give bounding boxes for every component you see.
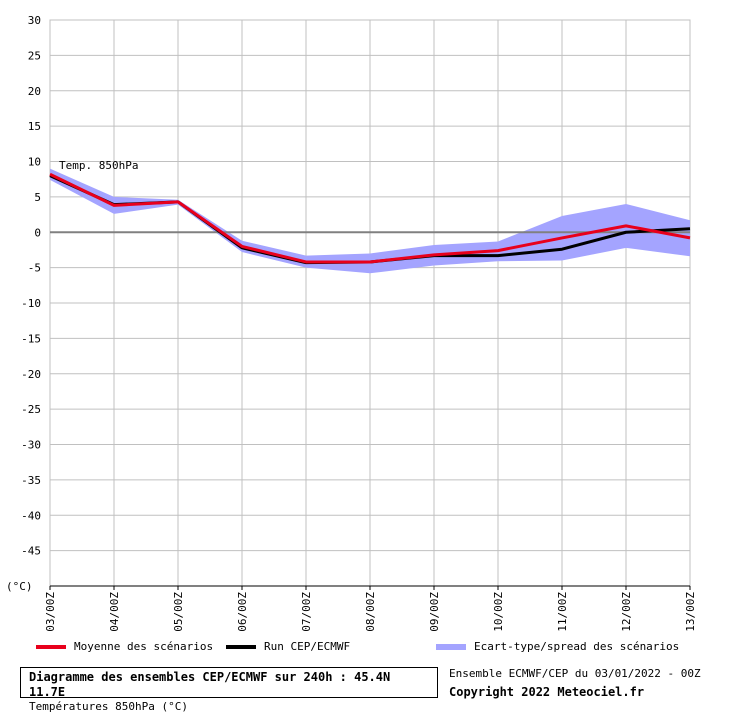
chart-title: Diagramme des ensembles CEP/ECMWF sur 24… [29, 670, 391, 699]
x-tick-label: 05/00Z [172, 592, 185, 632]
legend-swatch-mean [36, 644, 66, 649]
chart-subtitle: Températures 850hPa (°C) [29, 700, 188, 713]
ensemble-info: Ensemble ECMWF/CEP du 03/01/2022 - 00Z [449, 667, 701, 680]
y-tick-label: -5 [28, 262, 41, 275]
y-tick-label: 10 [28, 156, 41, 169]
spread-band [50, 168, 690, 274]
y-tick-label: 25 [28, 49, 41, 62]
x-tick-label: 10/00Z [492, 592, 505, 632]
y-tick-label: 0 [34, 226, 41, 239]
y-tick-label: -25 [21, 403, 41, 416]
x-tick-label: 03/00Z [44, 592, 57, 632]
x-tick-labels: 03/00Z 04/00Z 05/00Z 06/00Z 07/00Z 08/00Z 09/0… [44, 592, 697, 632]
copyright: Copyright 2022 Meteociel.fr [449, 685, 645, 699]
legend-label-spread: Ecart-type/spread des scénarios [474, 640, 680, 653]
y-tick-label: 20 [28, 85, 41, 98]
legend-swatch-run [226, 644, 256, 649]
x-tick-label: 12/00Z [620, 592, 633, 632]
y-tick-labels: 30 25 20 15 10 5 0 -5 -10 -15 -20 -25 -30 -35 -40 -45 [21, 14, 41, 558]
x-tick-label: 04/00Z [108, 592, 121, 632]
mean-series-line [49, 172, 691, 264]
y-tick-label: 15 [28, 120, 41, 133]
x-tick-label: 07/00Z [300, 592, 313, 632]
y-axis-label: (°C) [6, 580, 33, 593]
legend-item-spread: Ecart-type/spread des scénarios [436, 640, 679, 653]
chart-annotation: Temp. 850hPa [59, 159, 138, 172]
series-lines [49, 172, 691, 265]
legend-item-mean: Moyenne des scénarios [36, 640, 213, 653]
y-tick-label: -45 [21, 545, 41, 558]
y-tick-label: -10 [21, 297, 41, 310]
x-tick-label: 06/00Z [236, 592, 249, 632]
y-tick-label: -20 [21, 368, 41, 381]
legend-label-mean: Moyenne des scénarios [74, 640, 214, 653]
legend-swatch-spread [436, 643, 466, 650]
y-tick-label: -35 [21, 474, 41, 487]
x-tick-label: 09/00Z [428, 592, 441, 632]
y-tick-label: -40 [21, 509, 41, 522]
chart-grid [49, 19, 691, 590]
ensemble-chart: 30 25 20 15 10 5 0 -5 -10 -15 -20 -25 -30 -35 -40 -45 0… [6, 14, 697, 632]
y-tick-label: -15 [21, 332, 41, 345]
y-tick-label: 5 [34, 191, 41, 204]
x-tick-label: 11/00Z [556, 592, 569, 632]
y-tick-label: 30 [28, 14, 41, 27]
x-tick-label: 13/00Z [684, 592, 697, 632]
spread-band-group [50, 168, 690, 274]
y-tick-label: -30 [21, 439, 41, 452]
legend-item-run: Run CEP/ECMWF [226, 640, 350, 653]
x-tick-label: 08/00Z [364, 592, 377, 632]
chart-info-box: Diagramme des ensembles CEP/ECMWF sur 24… [20, 667, 438, 713]
legend-label-run: Run CEP/ECMWF [264, 640, 351, 653]
